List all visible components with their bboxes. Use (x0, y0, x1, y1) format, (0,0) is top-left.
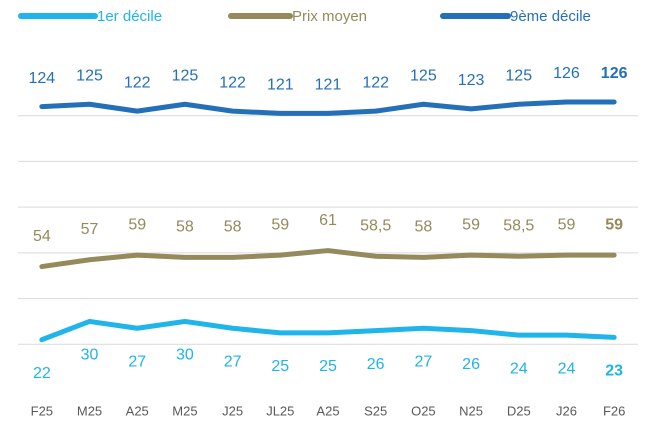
data-label: 122 (362, 74, 389, 91)
data-label: 126 (601, 65, 628, 82)
data-label: 124 (28, 70, 55, 87)
data-label: 125 (76, 68, 103, 85)
x-tick-label: F26 (603, 403, 625, 418)
data-label: 123 (458, 72, 485, 89)
data-label: 58 (414, 219, 432, 236)
series-line (39, 318, 617, 343)
data-label: 25 (319, 358, 337, 375)
legend-label: 9ème décile (510, 8, 591, 25)
data-label: 24 (510, 360, 528, 377)
x-tick-label: M25 (77, 403, 102, 418)
data-label: 121 (315, 77, 342, 94)
data-label: 59 (128, 216, 146, 233)
x-tick-label: O25 (411, 403, 436, 418)
data-label: 58,5 (503, 218, 534, 235)
data-label: 59 (605, 216, 623, 233)
data-label: 26 (462, 356, 480, 373)
data-label: 30 (81, 347, 99, 364)
series-line (39, 248, 617, 270)
data-label: 27 (224, 354, 242, 371)
data-label: 122 (124, 74, 151, 91)
x-tick-label: A25 (316, 403, 339, 418)
x-tick-label: J26 (556, 403, 577, 418)
x-tick-label: F25 (31, 403, 53, 418)
legend-label: Prix moyen (292, 8, 367, 25)
x-tick-label: JL25 (266, 403, 294, 418)
data-label: 125 (172, 68, 199, 85)
data-label: 125 (410, 68, 437, 85)
data-label: 24 (558, 360, 576, 377)
data-label: 30 (176, 347, 194, 364)
data-label: 26 (367, 356, 385, 373)
x-tick-label: D25 (507, 403, 531, 418)
data-label: 121 (267, 77, 294, 94)
data-label: 125 (505, 68, 532, 85)
data-label: 126 (553, 65, 580, 82)
data-label: 27 (414, 354, 432, 371)
data-label: 59 (462, 216, 480, 233)
data-label: 27 (128, 354, 146, 371)
x-tick-label: M25 (172, 403, 197, 418)
data-label: 58 (176, 219, 194, 236)
data-label: 22 (33, 365, 51, 382)
x-tick-label: J25 (222, 403, 243, 418)
x-tick-label: S25 (364, 403, 387, 418)
data-label: 61 (319, 212, 337, 229)
x-tick-label: N25 (459, 403, 483, 418)
legend-label: 1er décile (97, 8, 162, 25)
data-label: 23 (605, 363, 623, 380)
data-label: 54 (33, 228, 51, 245)
data-label: 122 (219, 74, 246, 91)
data-label: 59 (558, 216, 576, 233)
data-label: 58 (224, 219, 242, 236)
series-line (39, 99, 617, 116)
data-label: 57 (81, 221, 99, 238)
x-tick-label: A25 (126, 403, 149, 418)
data-label: 58,5 (360, 218, 391, 235)
data-label: 59 (271, 216, 289, 233)
data-label: 25 (271, 358, 289, 375)
